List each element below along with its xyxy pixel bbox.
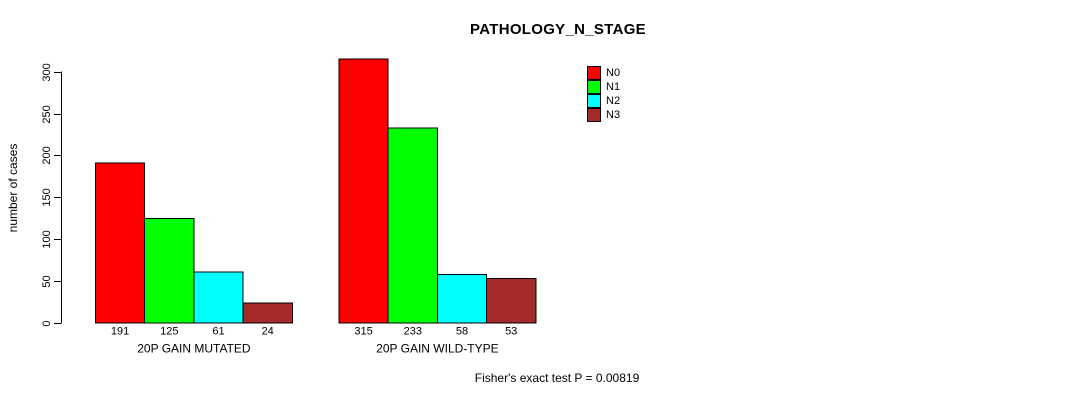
group-label: 20P GAIN WILD-TYPE [376, 342, 498, 356]
y-tick-label: 150 [41, 188, 53, 206]
bar-value-label: 24 [262, 326, 274, 338]
stat-annotation: Fisher's exact test P = 0.00819 [474, 371, 640, 385]
bar-N3 [242, 302, 293, 324]
bar-value-label: 233 [404, 326, 422, 338]
bar-value-label: 61 [212, 326, 224, 338]
legend-item-N2: N2 [587, 94, 620, 108]
legend-swatch-N2 [587, 94, 601, 108]
legend-swatch-N3 [587, 108, 601, 122]
bar-N0 [338, 58, 389, 324]
bar-value-label: 315 [354, 326, 372, 338]
bar-N3 [486, 278, 537, 324]
group-label: 20P GAIN MUTATED [137, 342, 251, 356]
chart-title: PATHOLOGY_N_STAGE [470, 21, 646, 38]
legend-item-N0: N0 [587, 66, 620, 80]
bar-value-label: 191 [111, 326, 129, 338]
y-tick-label: 200 [41, 146, 53, 164]
legend-item-N3: N3 [587, 108, 620, 122]
bar-value-label: 53 [505, 326, 517, 338]
bar-N2 [193, 271, 244, 324]
bar-N1 [144, 217, 195, 324]
legend-label: N1 [606, 81, 621, 93]
legend-label: N2 [606, 95, 621, 107]
bar-value-label: 125 [160, 326, 178, 338]
y-tick-label: 300 [41, 63, 53, 81]
legend-label: N0 [606, 67, 621, 79]
legend-swatch-N1 [587, 80, 601, 94]
y-tick-label: 0 [41, 320, 53, 326]
legend-label: N3 [606, 109, 621, 121]
bar-N0 [95, 162, 146, 324]
y-tick-label: 100 [41, 230, 53, 248]
y-tick-label: 50 [41, 275, 53, 287]
bar-N2 [436, 273, 488, 324]
bar-N1 [387, 127, 438, 324]
bar-value-label: 58 [456, 326, 468, 338]
y-tick-label: 250 [41, 105, 53, 123]
legend-swatch-N0 [587, 66, 601, 80]
legend-item-N1: N1 [587, 80, 620, 94]
legend: N0 N1 N2 N3 [587, 66, 620, 122]
